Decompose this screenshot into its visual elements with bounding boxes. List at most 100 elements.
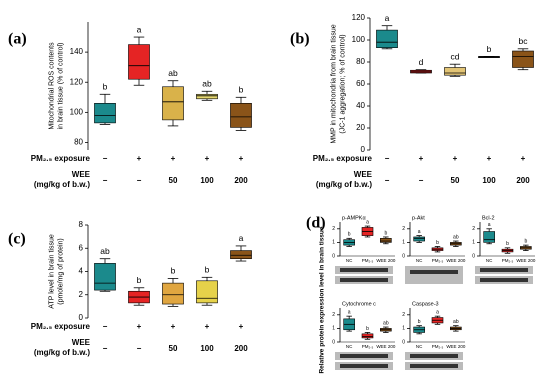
x-tick-label: PM₂.₅ [432,344,444,349]
row-value: + [137,154,142,163]
y-tick-label: 0 [79,313,84,322]
row-value: 50 [169,176,178,185]
box [128,44,150,80]
box [444,67,466,76]
row-value: − [137,176,142,185]
row-label: (mg/kg of b.w.) [34,348,90,357]
y-tick-label: 1 [472,240,475,246]
x-tick-label: WEE 200 [376,344,396,349]
x-tick-label: NC [346,344,353,349]
chart-title: Bcl-2 [482,215,495,221]
x-tick-label: NC [486,258,493,263]
y-tick-label: 0 [361,145,366,154]
x-tick-label: NC [416,344,423,349]
box [512,50,534,68]
y-tick-label: 0 [332,339,335,345]
row-label: WEE [72,338,91,347]
band [340,364,388,368]
row-value: − [385,176,390,185]
chart-title: Cytochrome c [342,301,376,307]
x-tick-label: WEE 200 [446,258,466,263]
y-tick-label: 8 [79,220,84,229]
y-tick-label: 6 [79,243,84,252]
row-value: 200 [234,176,248,185]
blot [405,266,463,284]
y-tick-label: 4 [79,267,84,276]
x-tick-label: WEE 200 [376,258,396,263]
significance-letter: bc [519,36,529,46]
x-tick-label: WEE 200 [446,344,466,349]
x-tick-label: NC [346,258,353,263]
box [380,238,392,243]
y-tick-label: 0 [472,253,475,259]
y-tick-label: 2 [332,312,335,318]
row-value: + [239,322,244,331]
band [340,354,388,358]
row-value: + [171,322,176,331]
x-tick-label: PM₂.₅ [502,258,514,263]
row-label: WEE [72,170,91,179]
significance-letter: a [418,229,421,235]
panel-label: (c) [8,231,26,248]
x-tick-label: NC [416,258,423,263]
significance-letter: b [506,241,509,247]
row-value: + [453,154,458,163]
y-tick-label: 1 [332,326,335,332]
x-tick-label: WEE 200 [516,258,536,263]
row-value: + [239,154,244,163]
box [376,29,398,49]
panel-label: (a) [8,31,27,48]
significance-letter: ab [453,319,459,325]
chart-title: Caspase-3 [412,301,439,307]
significance-letter: b [384,230,387,236]
band [410,270,458,274]
box [162,86,184,121]
panel-label: (b) [290,31,310,48]
box [94,103,116,124]
significance-letter: b [487,44,492,54]
box [196,280,218,304]
y-tick-label: 120 [70,77,84,86]
row-value: − [385,154,390,163]
significance-letter: ab [100,246,110,256]
significance-letter: ab [202,79,212,89]
y-tick-label: 2 [79,290,84,299]
y-tick-label: 60 [356,79,365,88]
row-value: 50 [169,344,178,353]
y-tick-label: 2 [402,312,405,318]
y-tick-label: 40 [356,101,365,110]
band [480,268,528,272]
y-axis-title: (pmole/mg of protein) [57,238,64,305]
y-tick-label: 0 [402,253,405,259]
row-label: (mg/kg of b.w.) [34,180,90,189]
y-axis-title: Mitochondrial ROS contents [48,42,55,130]
row-value: + [205,322,210,331]
significance-letter: a [488,222,491,228]
y-axis-title: in brain tissue (% of control) [57,43,64,130]
row-label: WEE [354,170,373,179]
row-value: + [419,154,424,163]
y-tick-label: 100 [70,107,84,116]
x-tick-label: PM₂.₅ [362,344,374,349]
row-value: − [137,344,142,353]
y-tick-label: 100 [352,35,366,44]
box [94,263,116,291]
y-tick-label: 120 [352,13,366,22]
y-tick-label: 2 [332,226,335,232]
box [483,231,495,243]
row-value: − [103,154,108,163]
significance-letter: a [137,24,142,34]
row-label: PM₂.₅ exposure [31,322,91,331]
significance-letter: b [103,82,108,92]
row-value: 200 [516,176,530,185]
significance-letter: b [171,266,176,276]
chart-title: p-Akt [412,215,425,221]
significance-letter: b [205,265,210,275]
y-tick-label: 20 [356,123,365,132]
row-label: PM₂.₅ exposure [31,154,91,163]
significance-letter: b [239,85,244,95]
row-value: + [171,154,176,163]
band [340,268,388,272]
significance-letter: cd [451,51,460,61]
x-tick-label: PM₂.₅ [362,258,374,263]
